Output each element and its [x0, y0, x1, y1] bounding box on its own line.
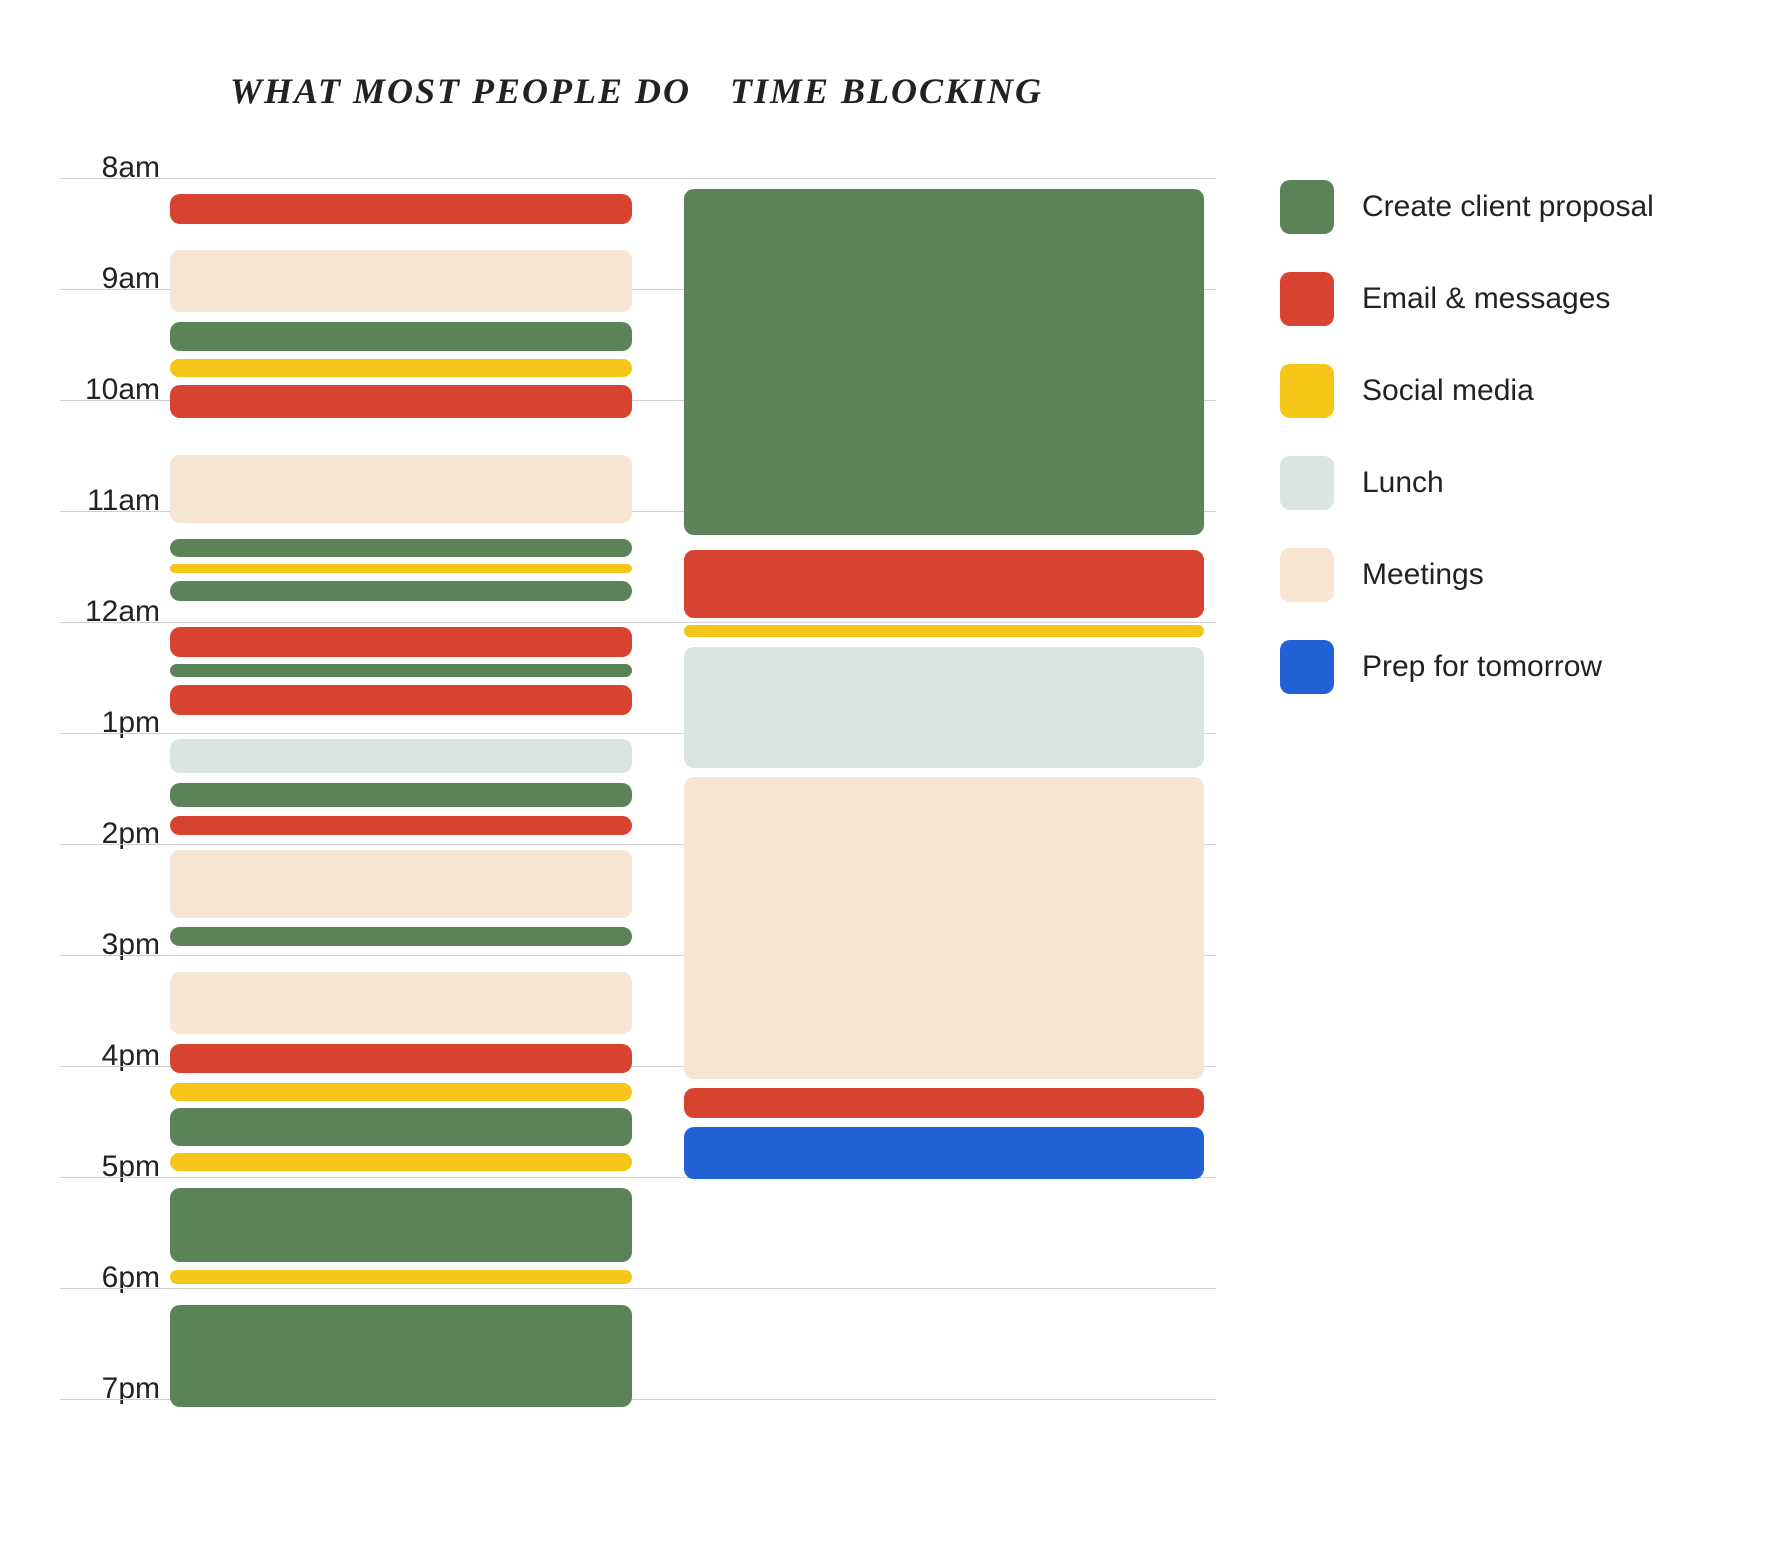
most-people-block [170, 685, 632, 714]
legend-label: Meetings [1362, 558, 1484, 592]
infographic-canvas: WHAT MOST PEOPLE DO TIME BLOCKING 8am 9am… [0, 0, 1778, 1556]
column-header-most-people: WHAT MOST PEOPLE DO [230, 70, 691, 112]
most-people-block [170, 1188, 632, 1262]
legend-label: Prep for tomorrow [1362, 650, 1602, 684]
most-people-block [170, 927, 632, 945]
time-label: 8am [60, 151, 160, 185]
most-people-block [170, 739, 632, 774]
time-label: 10am [60, 373, 160, 407]
most-people-block [170, 1153, 632, 1171]
legend: Create client proposal Email & messages So… [1280, 180, 1654, 732]
legend-swatch [1280, 456, 1334, 510]
most-people-block [170, 455, 632, 523]
most-people-block [170, 627, 632, 656]
most-people-block [170, 359, 632, 377]
time-label: 4pm [60, 1039, 160, 1073]
time-blocking-block [684, 625, 1204, 637]
most-people-block [170, 1083, 632, 1101]
time-label: 12am [60, 595, 160, 629]
time-blocking-block [684, 1088, 1204, 1117]
legend-item: Create client proposal [1280, 180, 1654, 234]
gridline [60, 178, 1216, 179]
most-people-block [170, 1108, 632, 1145]
time-label: 6pm [60, 1261, 160, 1295]
time-blocking-block [684, 1127, 1204, 1179]
legend-label: Social media [1362, 374, 1534, 408]
most-people-block [170, 322, 632, 351]
gridline [60, 622, 1216, 623]
column-header-time-blocking: TIME BLOCKING [730, 70, 1043, 112]
gridline [60, 1288, 1216, 1289]
legend-item: Prep for tomorrow [1280, 640, 1654, 694]
time-label: 1pm [60, 706, 160, 740]
legend-label: Email & messages [1362, 282, 1610, 316]
most-people-block [170, 783, 632, 807]
legend-swatch [1280, 548, 1334, 602]
time-label: 7pm [60, 1372, 160, 1406]
most-people-block [170, 1270, 632, 1285]
time-label: 3pm [60, 928, 160, 962]
time-blocking-block [684, 550, 1204, 618]
legend-item: Email & messages [1280, 272, 1654, 326]
most-people-block [170, 539, 632, 557]
legend-swatch [1280, 272, 1334, 326]
most-people-block [170, 385, 632, 418]
legend-item: Meetings [1280, 548, 1654, 602]
most-people-block [170, 250, 632, 313]
most-people-block [170, 1044, 632, 1073]
legend-label: Create client proposal [1362, 190, 1654, 224]
legend-label: Lunch [1362, 466, 1444, 500]
legend-swatch [1280, 180, 1334, 234]
time-blocking-block [684, 647, 1204, 767]
time-label: 2pm [60, 817, 160, 851]
most-people-block [170, 581, 632, 601]
time-label: 9am [60, 262, 160, 296]
time-label: 5pm [60, 1150, 160, 1184]
time-blocking-block [684, 189, 1204, 535]
time-label: 11am [60, 484, 160, 518]
most-people-block [170, 850, 632, 918]
time-blocking-block [684, 777, 1204, 1078]
most-people-block [170, 1305, 632, 1407]
legend-item: Lunch [1280, 456, 1654, 510]
most-people-block [170, 564, 632, 573]
legend-swatch [1280, 640, 1334, 694]
most-people-block [170, 972, 632, 1035]
legend-swatch [1280, 364, 1334, 418]
most-people-block [170, 194, 632, 223]
most-people-block [170, 664, 632, 677]
most-people-block [170, 816, 632, 834]
legend-item: Social media [1280, 364, 1654, 418]
